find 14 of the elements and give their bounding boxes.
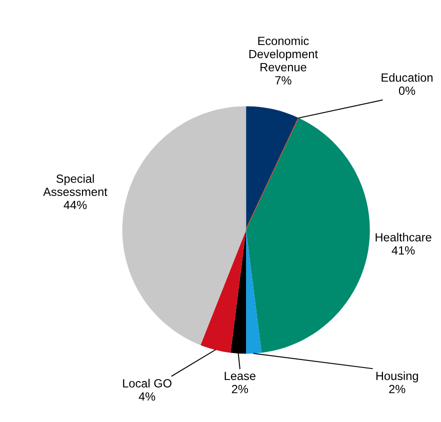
slice-label: Local GO — [123, 378, 172, 388]
data-label: 41% — [392, 246, 415, 255]
data-label: 44% — [64, 200, 87, 210]
data-label: 4% — [138, 392, 156, 401]
slice-label: Economic Development Revenue — [249, 36, 318, 72]
category-label: Education — [382, 73, 432, 82]
slice-label: Special Assessment — [43, 174, 108, 196]
data-label: 2% — [232, 384, 248, 394]
data-label: 2% — [389, 384, 406, 394]
slice-label: Lease — [224, 372, 256, 380]
slice-label: Housing — [376, 371, 418, 382]
data-label: 7% — [275, 76, 292, 84]
text: 0% — [398, 86, 416, 95]
slice-label: Healthcare — [376, 232, 432, 242]
